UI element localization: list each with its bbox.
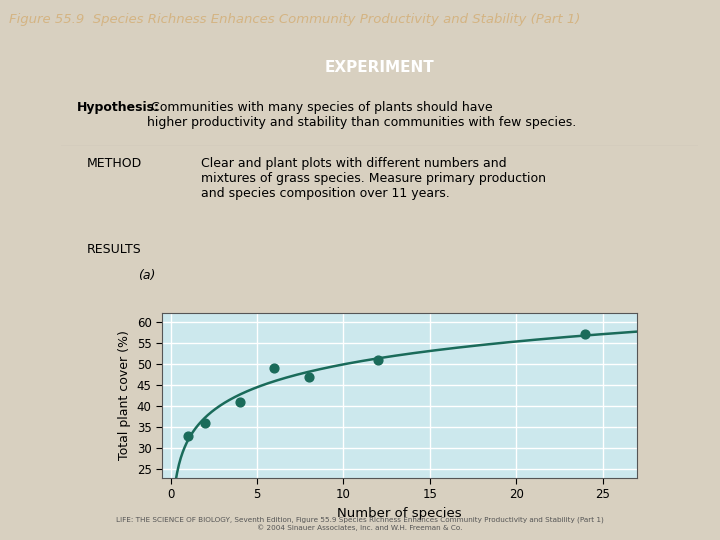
- Text: (a): (a): [138, 269, 155, 282]
- Text: Hypothesis:: Hypothesis:: [77, 101, 160, 114]
- Text: Clear and plant plots with different numbers and
mixtures of grass species. Meas: Clear and plant plots with different num…: [202, 157, 546, 200]
- Y-axis label: Total plant cover (%): Total plant cover (%): [118, 330, 131, 461]
- Text: Communities with many species of plants should have
higher productivity and stab: Communities with many species of plants …: [147, 101, 577, 129]
- Text: © 2004 Sinauer Associates, Inc. and W.H. Freeman & Co.: © 2004 Sinauer Associates, Inc. and W.H.…: [257, 525, 463, 531]
- Text: METHOD: METHOD: [86, 157, 142, 170]
- Point: [234, 397, 246, 406]
- Point: [580, 330, 591, 339]
- Text: Figure 55.9  Species Richness Enhances Community Productivity and Stability (Par: Figure 55.9 Species Richness Enhances Co…: [9, 13, 580, 26]
- Point: [303, 372, 315, 381]
- Point: [269, 364, 280, 373]
- Text: LIFE: THE SCIENCE OF BIOLOGY, Seventh Edition, Figure 55.9 Species Richness Enha: LIFE: THE SCIENCE OF BIOLOGY, Seventh Ed…: [116, 516, 604, 523]
- X-axis label: Number of species: Number of species: [337, 507, 462, 520]
- Text: RESULTS: RESULTS: [86, 242, 141, 255]
- Text: EXPERIMENT: EXPERIMENT: [325, 60, 435, 75]
- Point: [199, 418, 211, 427]
- Point: [182, 431, 194, 440]
- Point: [372, 355, 384, 364]
